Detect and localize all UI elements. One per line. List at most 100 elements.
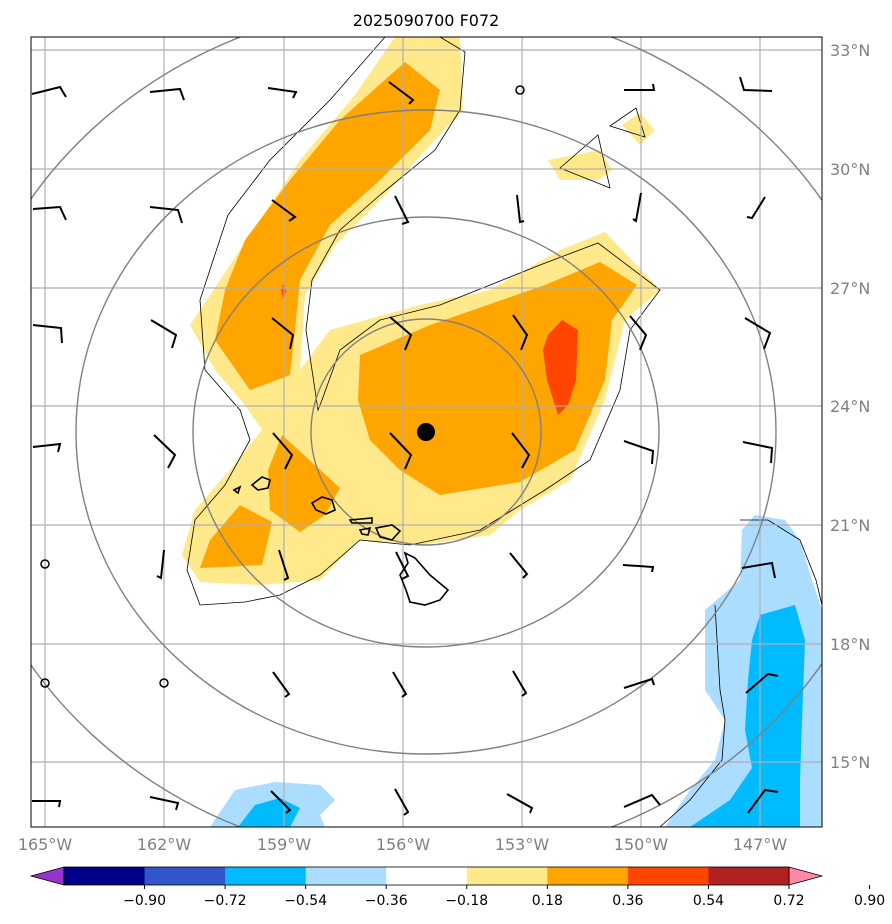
wind-barbs xyxy=(31,76,779,816)
wind-barb xyxy=(741,561,776,579)
wind-calm xyxy=(515,85,525,95)
lon-tick-label: 159°W xyxy=(257,835,312,854)
wind-barb xyxy=(746,196,766,220)
wind-barb xyxy=(516,194,525,224)
colorbar-tick-label: 0.36 xyxy=(612,893,643,909)
wind-barb xyxy=(624,83,656,91)
lat-tick-label: 33°N xyxy=(830,41,870,60)
range-ring-4deg xyxy=(310,318,542,546)
lon-tick-label: 147°W xyxy=(733,835,788,854)
wind-calm xyxy=(40,678,50,688)
colorbar-segment xyxy=(305,867,387,885)
wind-calm xyxy=(40,559,50,569)
storm-center-marker xyxy=(417,423,435,441)
wind-barb xyxy=(271,317,295,350)
lon-tick-label: 162°W xyxy=(137,835,192,854)
lat-tick-label: 30°N xyxy=(830,160,870,179)
colorbar-segment xyxy=(708,867,790,885)
wind-barb xyxy=(32,205,67,221)
wind-barb xyxy=(511,432,531,469)
wind-barb xyxy=(149,796,180,811)
wind-barb xyxy=(156,549,165,580)
colorbar-tick-label: 0.54 xyxy=(693,893,724,909)
wind-barb xyxy=(389,316,413,351)
wind-barb xyxy=(623,440,655,465)
lon-tick-labels: 165°W 162°W 159°W 156°W 153°W 150°W 147°… xyxy=(18,835,788,854)
wind-barb xyxy=(272,432,294,470)
chart-title: 2025090700 F072 xyxy=(353,11,500,30)
wind-barb xyxy=(629,315,648,351)
lat-tick-labels: 33°N 30°N 27°N 24°N 21°N 18°N 15°N xyxy=(830,41,870,772)
colorbar-tick-label: −0.72 xyxy=(204,893,247,909)
wind-barb xyxy=(153,434,177,469)
map-frame xyxy=(30,36,823,828)
colorbar-tick-label: −0.36 xyxy=(365,893,408,909)
lon-tick-label: 150°W xyxy=(614,835,669,854)
wind-barb xyxy=(509,552,529,579)
colorbar-frame xyxy=(63,866,790,886)
range-rings xyxy=(31,37,822,827)
wind-barb xyxy=(745,672,779,694)
colorbar-segment xyxy=(64,867,146,885)
wind-barb xyxy=(622,564,655,573)
colorbar-tick-label: −0.18 xyxy=(445,893,488,909)
wind-barb xyxy=(267,87,298,99)
wind-barb xyxy=(271,199,297,222)
wind-barb xyxy=(512,670,528,697)
wind-barb xyxy=(150,319,178,349)
colorbar-tick-label: −0.90 xyxy=(123,893,166,909)
colorbar-segment xyxy=(466,867,548,885)
wind-barb xyxy=(623,793,661,808)
wind-barb xyxy=(32,324,63,344)
wind-barb xyxy=(32,800,62,808)
wind-barb xyxy=(632,192,642,223)
wind-barb xyxy=(512,314,529,351)
lon-tick-label: 153°W xyxy=(495,835,550,854)
wind-barb xyxy=(392,671,408,698)
colorbar-segment xyxy=(547,867,629,885)
lat-tick-label: 27°N xyxy=(830,279,870,298)
lat-tick-label: 24°N xyxy=(830,397,870,416)
wind-barb xyxy=(394,195,410,225)
lat-tick-label: 18°N xyxy=(830,635,870,654)
contour-lines xyxy=(186,37,822,827)
wind-barb xyxy=(270,790,292,814)
colorbar-tick-label: 0.18 xyxy=(532,893,563,909)
range-ring-6deg xyxy=(192,216,660,648)
wind-barb xyxy=(388,81,415,105)
hawaii-coastline xyxy=(232,476,450,606)
wind-barb xyxy=(506,793,534,814)
wind-barb xyxy=(278,549,290,581)
wind-barb xyxy=(395,551,410,580)
wind-barb xyxy=(394,788,410,816)
colorbar-extend-low xyxy=(29,866,65,886)
wind-barb xyxy=(739,76,773,92)
wind-barb xyxy=(389,432,413,470)
map-area xyxy=(31,37,822,827)
colorbar: −0.90 −0.72 −0.54 −0.36 −0.18 0.18 0.36 0.54 0.7… xyxy=(29,866,885,909)
lat-tick-label: 21°N xyxy=(830,516,870,535)
colorbar-segment xyxy=(225,867,307,885)
lon-tick-label: 156°W xyxy=(376,835,431,854)
wind-barb xyxy=(272,671,291,698)
colorbar-tick-label: −0.54 xyxy=(284,893,327,909)
wind-barb xyxy=(742,441,774,464)
wind-barb xyxy=(31,85,67,98)
colorbar-segment xyxy=(144,867,226,885)
wind-barb xyxy=(747,788,779,814)
wind-barb xyxy=(744,317,772,350)
colorbar-tick-label: 0.90 xyxy=(854,893,885,909)
lon-tick-label: 165°W xyxy=(18,835,73,854)
wind-barb xyxy=(623,677,655,689)
wind-barb xyxy=(149,206,183,224)
wind-barb xyxy=(149,87,185,101)
colorbar-segment xyxy=(386,867,468,885)
colorbar-tick-label: 0.72 xyxy=(773,893,804,909)
wind-barb xyxy=(32,442,62,453)
colorbar-segment xyxy=(627,867,709,885)
wind-calm xyxy=(159,678,169,688)
lat-tick-label: 15°N xyxy=(830,753,870,772)
colorbar-extend-high xyxy=(788,866,824,886)
range-ring-9deg xyxy=(75,109,777,755)
